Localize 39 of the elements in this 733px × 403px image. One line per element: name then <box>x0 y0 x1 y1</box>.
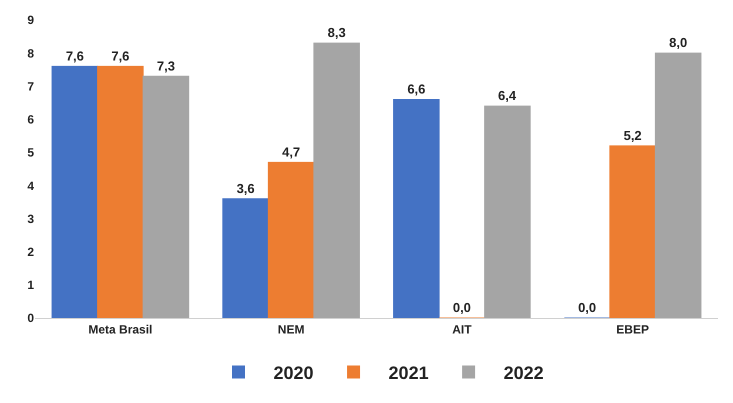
data-label: 7,6 <box>111 48 130 64</box>
legend-label: 2020 <box>274 362 314 383</box>
y-tick-label: 7 <box>27 79 34 94</box>
y-tick-label: 3 <box>27 212 34 226</box>
y-tick-label: 1 <box>27 278 34 292</box>
bar <box>97 66 144 318</box>
data-label: 6,6 <box>407 81 426 96</box>
x-tick-label: Meta Brasil <box>88 322 152 336</box>
data-label: 7,6 <box>66 48 84 64</box>
data-label: 8,3 <box>328 25 346 40</box>
legend-label: 2021 <box>388 362 429 383</box>
data-label: 0,0 <box>452 300 471 315</box>
data-label: 3,6 <box>236 180 255 196</box>
y-tick-label: 2 <box>27 244 34 259</box>
bar <box>52 66 98 318</box>
legend-label: 2022 <box>504 362 544 383</box>
x-tick-label: EBEP <box>616 322 649 336</box>
y-tick-label: 9 <box>27 13 34 28</box>
data-label: 7,3 <box>156 58 175 74</box>
bar <box>484 106 531 318</box>
x-tick-label: AIT <box>452 322 472 336</box>
data-label: 6,4 <box>498 88 517 104</box>
data-label: 0,0 <box>578 300 596 315</box>
bar <box>654 52 702 318</box>
bar <box>313 42 360 318</box>
bar <box>142 76 190 318</box>
data-label: 5,2 <box>624 128 642 143</box>
data-label: 8,0 <box>669 35 688 50</box>
y-tick-label: 0 <box>27 311 34 326</box>
x-tick-label: NEM <box>278 322 304 336</box>
y-tick-label: 4 <box>27 178 34 193</box>
bar <box>268 162 314 318</box>
bar <box>393 98 440 318</box>
bar <box>222 198 269 318</box>
y-tick-label: 6 <box>27 112 34 127</box>
y-tick-label: 8 <box>27 46 34 60</box>
y-tick-label: 5 <box>27 146 34 160</box>
bar <box>609 145 656 318</box>
data-label: 4,7 <box>282 144 300 160</box>
